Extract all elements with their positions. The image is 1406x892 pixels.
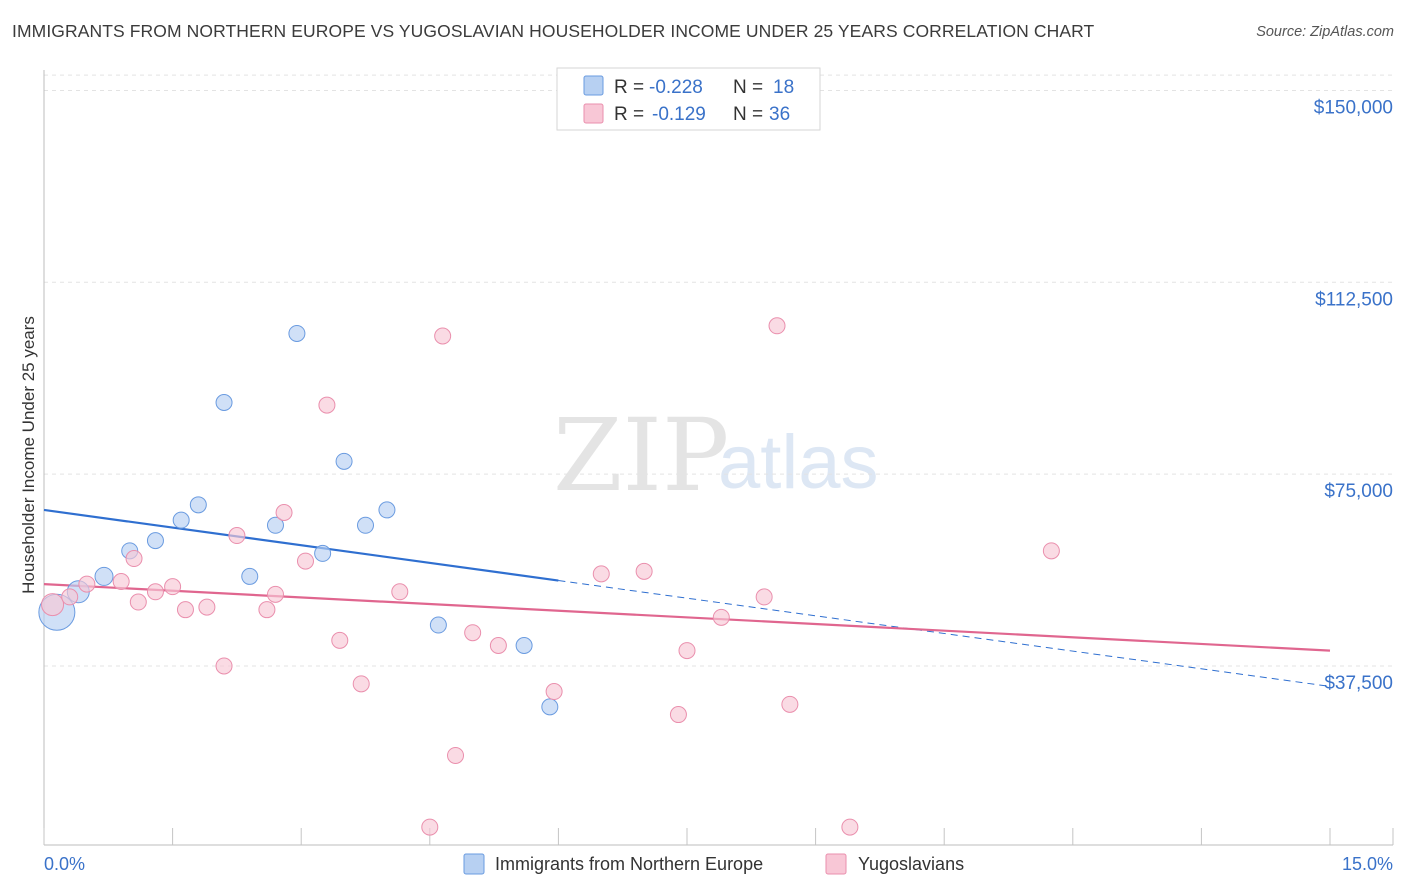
pink-point-35 <box>1043 543 1059 559</box>
pink-point-9 <box>199 599 215 615</box>
pink-point-2 <box>79 576 95 592</box>
blue-point-7 <box>216 395 232 411</box>
blue-point-16 <box>516 637 532 653</box>
blue-point-17 <box>542 699 558 715</box>
y-tick-label-0: $37,500 <box>1324 673 1393 694</box>
series-legend: Immigrants from Northern Europe Yugoslav… <box>464 854 964 874</box>
pink-point-34 <box>842 819 858 835</box>
series-legend-swatch-blue <box>464 854 484 874</box>
legend-r-value-blue: -0.228 <box>649 77 703 98</box>
legend-swatch-blue <box>584 76 603 95</box>
pink-point-27 <box>636 563 652 579</box>
pink-point-20 <box>422 819 438 835</box>
pink-point-12 <box>259 602 275 618</box>
x-tick-label-min: 0.0% <box>44 854 85 874</box>
pink-point-24 <box>490 637 506 653</box>
blue-point-15 <box>430 617 446 633</box>
scatter-chart: ZIP atlas $37,500 $75,000 $112,500 $150,000… <box>0 0 1406 892</box>
pink-point-28 <box>670 707 686 723</box>
y-tick-label-3: $150,000 <box>1314 97 1393 118</box>
blue-point-13 <box>358 517 374 533</box>
pink-point-0 <box>42 594 64 616</box>
y-axis-title: Householder Income Under 25 years <box>19 316 38 594</box>
series-legend-label-pink: Yugoslavians <box>858 854 964 874</box>
pink-point-6 <box>147 584 163 600</box>
pink-point-7 <box>165 579 181 595</box>
blue-point-4 <box>147 533 163 549</box>
pink-point-14 <box>276 504 292 520</box>
pink-point-13 <box>267 586 283 602</box>
blue-point-14 <box>379 502 395 518</box>
pink-point-21 <box>435 328 451 344</box>
pink-point-19 <box>392 584 408 600</box>
data-points <box>39 318 1060 835</box>
series-legend-swatch-pink <box>826 854 846 874</box>
pink-point-3 <box>113 574 129 590</box>
watermark-atlas: atlas <box>718 420 879 505</box>
pink-point-10 <box>216 658 232 674</box>
pink-point-16 <box>319 397 335 413</box>
trend-line-pink <box>44 584 1330 651</box>
legend-r-label-blue: R = <box>614 77 644 98</box>
pink-point-29 <box>679 643 695 659</box>
blue-point-2 <box>95 567 113 585</box>
blue-point-8 <box>242 568 258 584</box>
pink-point-1 <box>62 589 78 605</box>
legend-swatch-pink <box>584 104 603 123</box>
x-axis-ticks <box>44 828 1393 845</box>
series-legend-label-blue: Immigrants from Northern Europe <box>495 854 763 874</box>
legend-n-label-pink: N = <box>733 104 763 125</box>
y-tick-labels: $37,500 $75,000 $112,500 $150,000 <box>1314 97 1393 693</box>
pink-point-22 <box>448 747 464 763</box>
blue-point-12 <box>336 453 352 469</box>
pink-point-5 <box>130 594 146 610</box>
x-tick-label-max: 15.0% <box>1342 854 1393 874</box>
legend-r-value-pink: -0.129 <box>652 104 706 125</box>
y-tick-label-2: $112,500 <box>1315 289 1393 310</box>
pink-point-23 <box>465 625 481 641</box>
pink-point-4 <box>126 551 142 567</box>
trend-line-blue <box>44 510 558 581</box>
pink-point-32 <box>769 318 785 334</box>
blue-point-10 <box>289 325 305 341</box>
pink-point-15 <box>297 553 313 569</box>
blue-point-5 <box>173 512 189 528</box>
watermark-zip: ZIP <box>553 397 729 514</box>
pink-point-17 <box>332 632 348 648</box>
pink-point-30 <box>713 609 729 625</box>
blue-point-11 <box>315 545 331 561</box>
correlation-legend: R = -0.228 N = 18 R = -0.129 N = 36 <box>557 68 820 130</box>
pink-point-26 <box>593 566 609 582</box>
pink-point-31 <box>756 589 772 605</box>
pink-point-33 <box>782 696 798 712</box>
pink-point-25 <box>546 684 562 700</box>
y-tick-label-1: $75,000 <box>1324 481 1393 502</box>
blue-point-6 <box>190 497 206 513</box>
pink-point-18 <box>353 676 369 692</box>
pink-point-8 <box>177 602 193 618</box>
legend-r-label-pink: R = <box>614 104 644 125</box>
legend-n-label-blue: N = <box>733 77 763 98</box>
trend-line-blue-extrapolated <box>558 581 1330 687</box>
pink-point-11 <box>229 528 245 544</box>
legend-n-value-pink: 36 <box>769 104 790 125</box>
legend-n-value-blue: 18 <box>773 77 794 98</box>
